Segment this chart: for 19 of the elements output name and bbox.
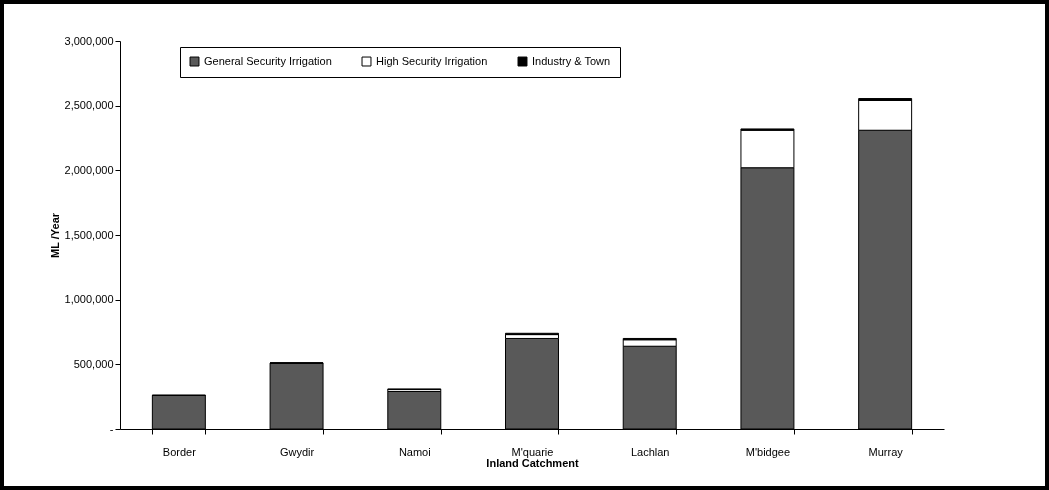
y-axis-title: ML /Year xyxy=(48,212,61,259)
y-tick-label: - xyxy=(109,422,114,435)
y-tick-label: 1,500,000 xyxy=(64,228,114,241)
legend-label: General Security Irrigation xyxy=(204,54,332,67)
y-tick-label: 3,000,000 xyxy=(64,34,114,47)
x-tick-label: Lachlan xyxy=(630,445,670,458)
x-tick-label: M'bidgee xyxy=(745,445,791,458)
y-tick-label: 1,000,000 xyxy=(64,293,114,306)
y-tick-label: 2,000,000 xyxy=(64,163,114,176)
legend-label: High Security Irrigation xyxy=(376,54,488,67)
y-tick-label: 500,000 xyxy=(73,357,114,370)
x-tick-label: Gwydir xyxy=(279,445,315,458)
x-tick-label: Border xyxy=(162,445,197,458)
x-tick-label: M'quarie xyxy=(511,445,554,458)
x-tick-label: Namoi xyxy=(398,445,431,458)
legend-label: Industry & Town xyxy=(532,54,611,67)
x-tick-label: Murray xyxy=(868,445,904,458)
y-tick-label: 2,500,000 xyxy=(64,99,114,112)
x-axis-title: Inland Catchment xyxy=(486,456,579,469)
